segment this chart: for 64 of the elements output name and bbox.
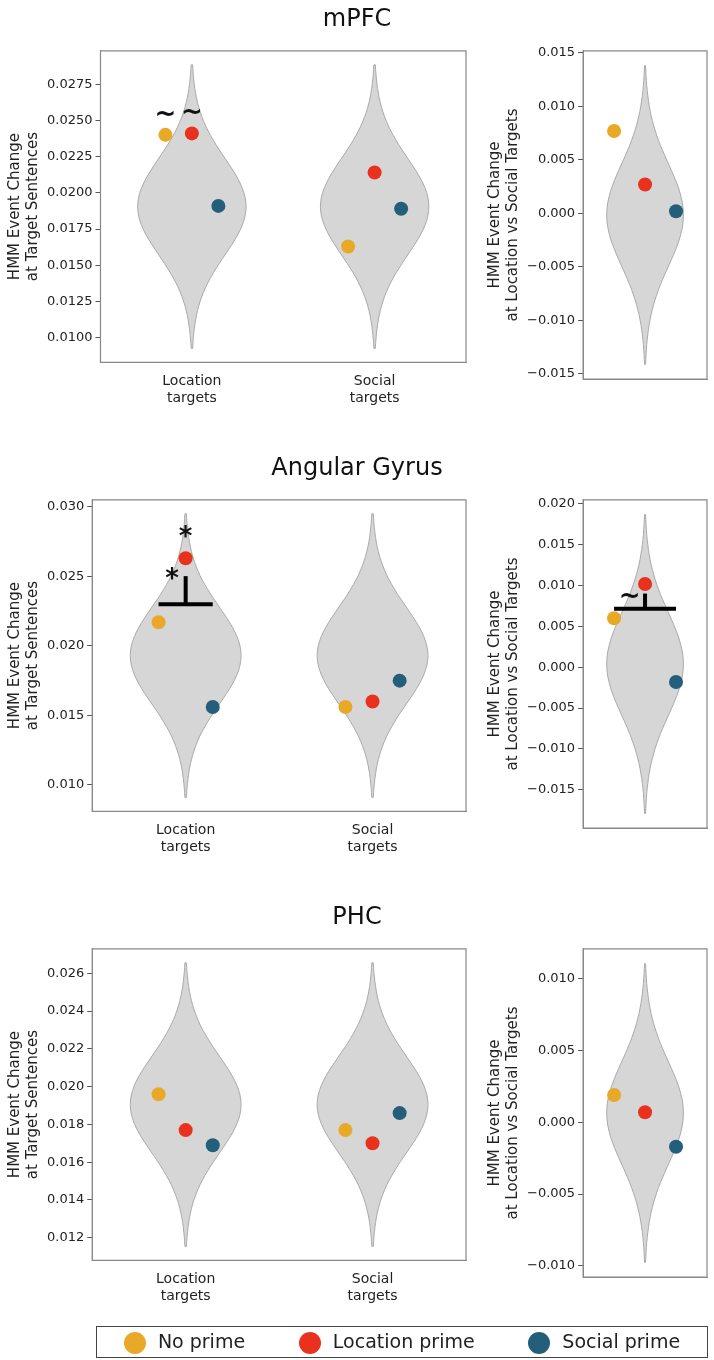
- y-tick-label: 0.020: [537, 495, 576, 511]
- y-tick-label: 0.0150: [46, 256, 93, 272]
- y-axis-title: HMM Event Change at Location vs Social Targets: [484, 108, 521, 322]
- y-tick-label: 0.022: [47, 1040, 85, 1056]
- y-tick-label: −0.015: [527, 781, 576, 797]
- x-tick-label: Social targets: [347, 821, 398, 855]
- y-tick-label: 0.018: [47, 1115, 85, 1131]
- y-tick-label: 0.015: [537, 44, 576, 60]
- y-tick-label: −0.010: [527, 1257, 576, 1273]
- y-tick-label: 0.0100: [46, 329, 93, 345]
- y-tick-label: 0.0175: [46, 220, 93, 236]
- chart-title: Angular Gyrus: [270, 453, 444, 481]
- y-tick-label: 0.005: [537, 1041, 576, 1057]
- x-tick-label: Location targets: [162, 372, 222, 406]
- annotation: ~: [180, 96, 203, 127]
- y-tick-label: 0.000: [537, 658, 576, 674]
- chart-title: PHC: [331, 902, 383, 930]
- y-tick-label: 0.014: [47, 1191, 85, 1207]
- chart-title: mPFC: [321, 4, 393, 32]
- y-tick-label: 0.025: [47, 567, 85, 583]
- y-axis-title: HMM Event Change at Target Sentences: [4, 580, 41, 731]
- y-tick-label: 0.030: [47, 498, 85, 514]
- y-tick-label: 0.0250: [46, 111, 93, 127]
- y-tick-label: 0.0200: [46, 184, 93, 200]
- y-tick-label: 0.005: [537, 151, 576, 167]
- y-tick-label: −0.010: [527, 740, 576, 756]
- y-tick-label: −0.005: [527, 1185, 576, 1201]
- y-tick-label: 0.000: [537, 204, 576, 220]
- y-tick-label: 0.010: [47, 776, 85, 792]
- y-tick-label: −0.005: [527, 699, 576, 715]
- y-tick-label: 0.020: [47, 637, 85, 653]
- y-tick-label: 0.020: [47, 1078, 85, 1094]
- y-tick-label: 0.000: [537, 1113, 576, 1129]
- legend-label: No prime: [157, 1330, 246, 1353]
- x-tick-label: Social targets: [349, 372, 400, 406]
- y-tick-label: −0.015: [527, 365, 576, 381]
- legend-label: Social prime: [562, 1330, 681, 1353]
- annotation: ~: [618, 580, 641, 611]
- y-axis-title: HMM Event Change at Location vs Social Targets: [484, 1006, 521, 1220]
- annotation: *: [165, 562, 180, 593]
- y-axis-title: HMM Event Change at Target Sentences: [4, 131, 41, 282]
- y-tick-label: 0.012: [47, 1229, 85, 1245]
- x-tick-label: Location targets: [156, 1270, 216, 1304]
- y-tick-label: 0.024: [47, 1002, 85, 1018]
- x-tick-label: Location targets: [156, 821, 216, 855]
- x-tick-label: Social targets: [347, 1270, 398, 1304]
- legend-label: Location prime: [332, 1330, 475, 1353]
- annotation: *: [178, 520, 193, 551]
- y-tick-label: −0.010: [527, 311, 576, 327]
- y-axis-title: HMM Event Change at Location vs Social Targets: [484, 557, 521, 771]
- y-tick-label: 0.015: [47, 706, 85, 722]
- y-axis-title: HMM Event Change at Target Sentences: [4, 1029, 41, 1180]
- y-tick-label: 0.010: [537, 576, 576, 592]
- y-tick-label: 0.0125: [46, 292, 93, 308]
- y-tick-label: 0.0275: [46, 75, 93, 91]
- y-tick-label: 0.026: [47, 964, 85, 980]
- y-tick-label: 0.010: [537, 97, 576, 113]
- y-tick-label: −0.005: [527, 258, 576, 274]
- y-tick-label: 0.016: [47, 1153, 85, 1169]
- y-tick-label: 0.015: [537, 536, 576, 552]
- y-tick-label: 0.0225: [46, 147, 93, 163]
- y-tick-label: 0.005: [537, 617, 576, 633]
- y-tick-label: 0.010: [537, 970, 576, 986]
- annotation: ~: [154, 97, 177, 128]
